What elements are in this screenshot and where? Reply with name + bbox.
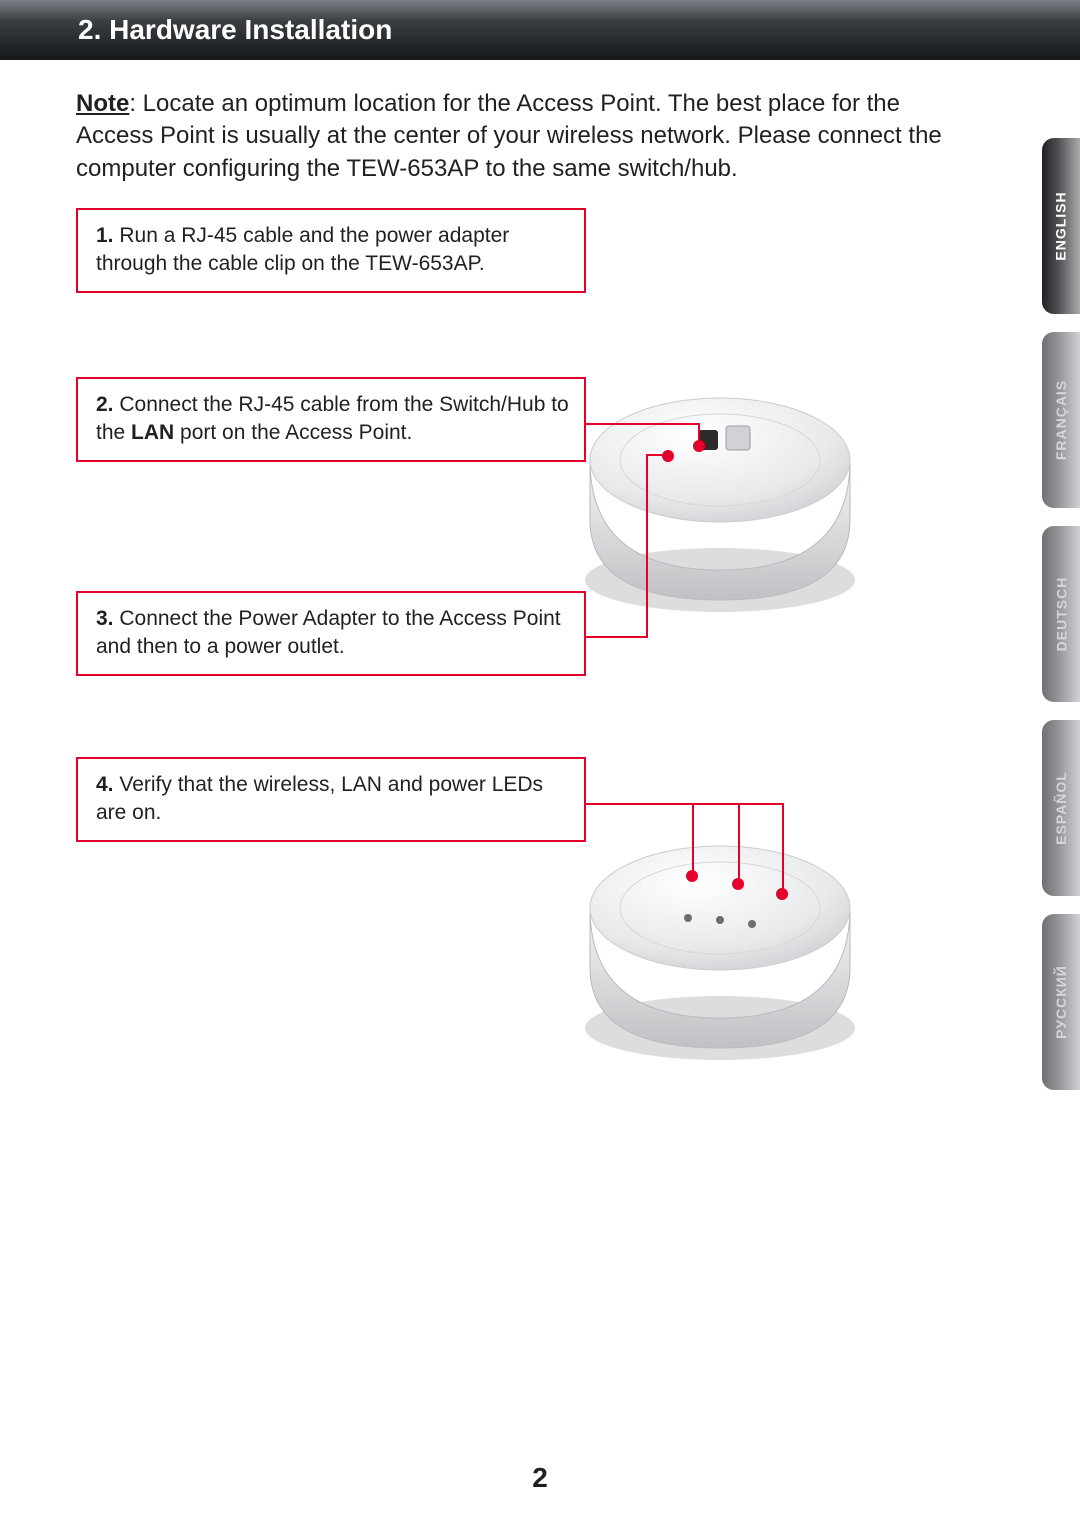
- language-tab-español[interactable]: ESPAÑOL: [1042, 720, 1080, 896]
- connector-line: [782, 803, 784, 893]
- step-text: 2. Connect the RJ-45 cable from the Swit…: [96, 393, 569, 444]
- step-number: 1.: [96, 224, 114, 247]
- section-header: 2. Hardware Installation: [0, 0, 1080, 60]
- step-number: 3.: [96, 607, 114, 630]
- language-tab-label: ESPAÑOL: [1053, 771, 1069, 845]
- device-illustration-2: [570, 808, 870, 1068]
- language-tab-label: FRANÇAIS: [1053, 380, 1069, 460]
- language-tab-русский[interactable]: РУССКИЙ: [1042, 914, 1080, 1090]
- connector-line: [692, 803, 694, 875]
- connector-dot: [732, 878, 744, 890]
- device-illustration-1: [570, 360, 870, 620]
- step-text: 3. Connect the Power Adapter to the Acce…: [96, 607, 561, 658]
- connector-dot: [693, 440, 705, 452]
- language-tab-label: DEUTSCH: [1053, 577, 1069, 652]
- connector-dot: [686, 870, 698, 882]
- step-number: 2.: [96, 393, 114, 416]
- note-label: Note: [76, 90, 129, 117]
- connector-line: [586, 423, 698, 425]
- connector-line: [738, 803, 740, 883]
- language-tab-deutsch[interactable]: DEUTSCH: [1042, 526, 1080, 702]
- language-tab-english[interactable]: ENGLISH: [1042, 138, 1080, 314]
- step-box-1: 1. Run a RJ-45 cable and the power adapt…: [76, 208, 586, 293]
- language-tab-label: РУССКИЙ: [1053, 965, 1069, 1039]
- step-text: 1. Run a RJ-45 cable and the power adapt…: [96, 224, 509, 275]
- page: 2. Hardware Installation Note: Locate an…: [0, 0, 1080, 1534]
- step-bold: LAN: [131, 421, 174, 444]
- note-paragraph: Note: Locate an optimum location for the…: [76, 88, 976, 185]
- connector-line: [646, 454, 648, 638]
- step-box-4: 4. Verify that the wireless, LAN and pow…: [76, 757, 586, 842]
- step-number: 4.: [96, 773, 114, 796]
- section-title: 2. Hardware Installation: [78, 14, 392, 46]
- step-text: 4. Verify that the wireless, LAN and pow…: [96, 773, 543, 824]
- connector-dot: [776, 888, 788, 900]
- page-number: 2: [0, 1462, 1080, 1494]
- connector-line: [586, 803, 782, 805]
- connector-line: [586, 636, 646, 638]
- language-tab-français[interactable]: FRANÇAIS: [1042, 332, 1080, 508]
- connector-dot: [662, 450, 674, 462]
- step-box-2: 2. Connect the RJ-45 cable from the Swit…: [76, 377, 586, 462]
- language-tab-label: ENGLISH: [1053, 191, 1069, 260]
- step-box-3: 3. Connect the Power Adapter to the Acce…: [76, 591, 586, 676]
- note-text: : Locate an optimum location for the Acc…: [76, 90, 942, 182]
